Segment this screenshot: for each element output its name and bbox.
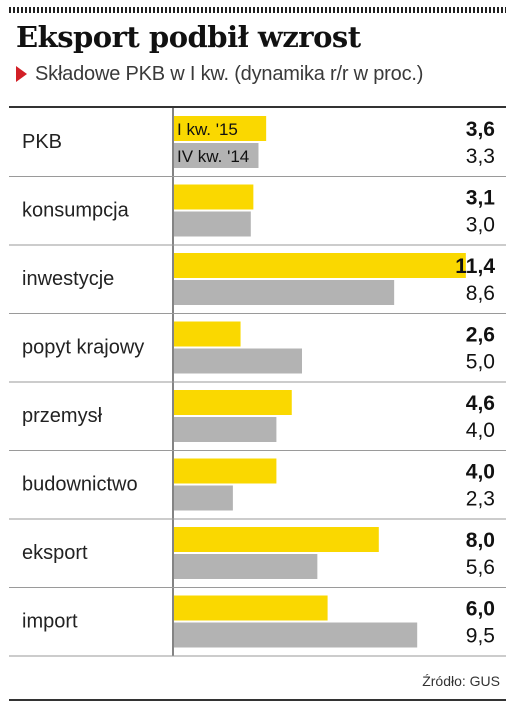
top-rule: [9, 7, 506, 13]
legend-label: IV kw. '14: [177, 147, 249, 166]
source-note: Źródło: GUS: [422, 673, 500, 689]
header-rule: [9, 106, 506, 108]
data-label: 8,0: [466, 529, 495, 552]
data-label: 9,5: [466, 625, 495, 648]
data-label: 2,3: [466, 488, 495, 511]
bar-current: [174, 458, 277, 484]
category-label: konsumpcja: [22, 200, 130, 222]
bar-previous: [174, 280, 395, 305]
category-label: eksport: [22, 542, 88, 564]
bar-previous: [174, 485, 233, 511]
data-label: 4,0: [466, 461, 495, 484]
data-label: 3,0: [466, 214, 495, 237]
category-label: popyt krajowy: [22, 337, 144, 359]
bottom-rule: [9, 699, 506, 701]
data-label: 4,6: [466, 392, 495, 415]
legend-label: I kw. '15: [177, 120, 238, 139]
data-label: 6,0: [466, 598, 495, 621]
bar-current: [174, 595, 328, 621]
bar-previous: [174, 417, 277, 442]
data-label: 5,0: [466, 351, 495, 374]
data-label: 8,6: [466, 282, 495, 305]
bar-previous: [174, 143, 259, 168]
category-label: inwestycje: [22, 268, 114, 290]
bar-previous: [174, 211, 251, 237]
category-label: budownictwo: [22, 474, 138, 496]
bar-previous: [174, 622, 418, 648]
bar-current: [174, 253, 466, 278]
bar-previous: [174, 554, 318, 579]
bar-current: [174, 527, 379, 552]
data-label: 3,1: [466, 187, 496, 210]
red-triangle-icon: [16, 66, 27, 82]
subtitle-row: Składowe PKB w I kw. (dynamika r/r w pro…: [16, 60, 423, 88]
data-label: 5,6: [466, 556, 495, 579]
category-label: przemysł: [22, 405, 103, 427]
data-label: 11,4: [455, 255, 495, 278]
bar-chart: PKB 3,6 3,3 I kw. '15 IV kw. '14 konsumpcja 3,…: [9, 108, 506, 657]
data-label: 2,6: [466, 324, 495, 347]
bar-current: [174, 184, 254, 210]
bar-current: [174, 116, 267, 141]
category-label: import: [22, 611, 78, 633]
data-label: 4,0: [466, 419, 495, 442]
data-label: 3,6: [466, 118, 495, 141]
bar-current: [174, 321, 241, 347]
data-label: 3,3: [466, 145, 495, 168]
category-label: PKB: [22, 131, 62, 153]
chart-title: Eksport podbił wzrost: [16, 20, 361, 54]
chart-subtitle: Składowe PKB w I kw. (dynamika r/r w pro…: [35, 62, 424, 85]
bar-current: [174, 390, 292, 415]
bar-previous: [174, 348, 302, 374]
